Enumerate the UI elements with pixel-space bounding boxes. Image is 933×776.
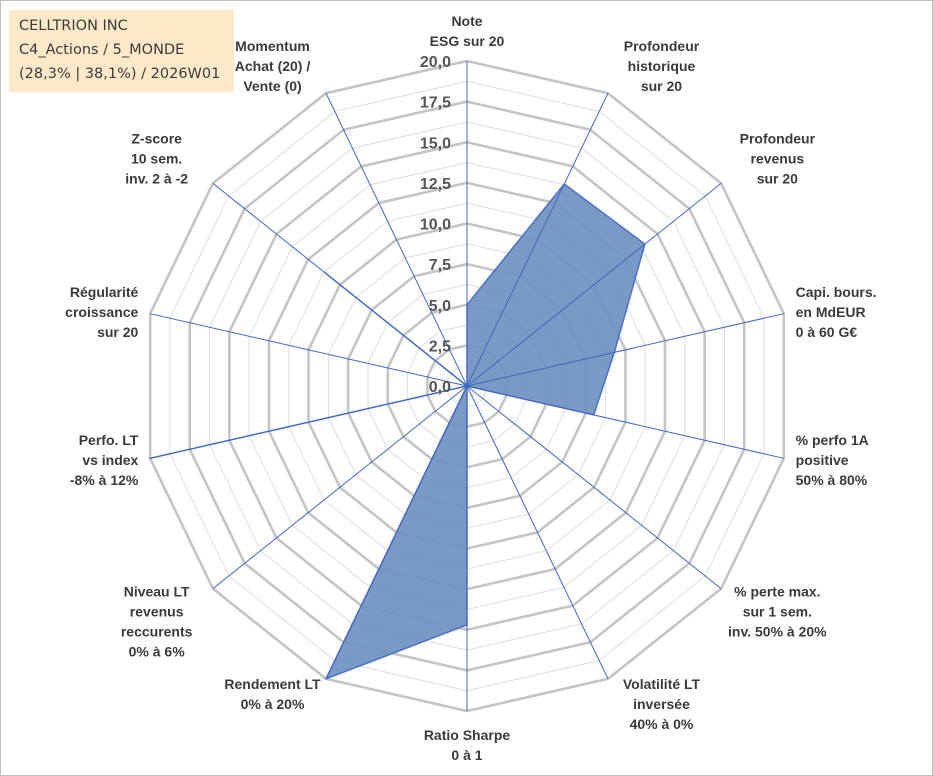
axis-label: Vente (0) [243, 78, 301, 94]
axis-label-group: Perfo. LT vs index -8% à 12% [70, 432, 139, 488]
radar-spoke [325, 385, 468, 680]
tick-label: 10,0 [420, 217, 451, 234]
axis-label: % perte max. [734, 584, 820, 600]
tick-label: 7,5 [429, 257, 451, 274]
axis-label: 10 sem. [131, 150, 182, 166]
radar-series [149, 183, 646, 680]
axis-label: % perfo 1A [796, 432, 869, 448]
axis-label: Ratio Sharpe [424, 727, 511, 743]
axis-label-group: Régularité croissance sur 20 [65, 284, 138, 340]
radar-spoke [466, 313, 784, 387]
portfolio-name: C4_Actions / 5_MONDE [19, 42, 185, 58]
radar-spoke [466, 182, 722, 387]
axis-label-group: % perte max. sur 1 sem. inv. 50% à 20% [728, 584, 827, 640]
axis-label: revenus [130, 604, 184, 620]
axis-label: historique [628, 58, 696, 74]
radar-spoke [325, 92, 468, 387]
tick-label: 0,0 [429, 379, 451, 396]
radar-spoke [466, 385, 722, 590]
axis-label: Capi. bours. [796, 284, 877, 300]
axis-label: ESG sur 20 [430, 33, 505, 49]
axis-label-group: Note ESG sur 20 [430, 13, 505, 49]
axis-label: 0% à 6% [129, 644, 186, 660]
axis-label: positive [796, 452, 849, 468]
axis-label: 0% à 20% [241, 696, 305, 712]
axis-label-group: % perfo 1A positive 50% à 80% [796, 432, 869, 488]
axis-label-group: Momentum Achat (20) / Vente (0) [235, 38, 311, 94]
axis-label: Volatilité LT [623, 676, 701, 692]
axis-label: Achat (20) / [235, 58, 311, 74]
radar-spoke [212, 182, 468, 387]
axis-label: Perfo. LT [79, 432, 139, 448]
axis-label-group: Volatilité LT inversée 40% à 0% [623, 676, 701, 732]
axis-label: sur 20 [757, 170, 798, 186]
axis-label-group: Rendement LT 0% à 20% [224, 676, 321, 712]
axis-label-group: Profondeur revenus sur 20 [740, 130, 816, 186]
performance-week: (28,3% | 38,1%) / 2026W01 [19, 66, 221, 82]
axis-label: revenus [750, 150, 804, 166]
axis-label-group: Capi. bours. en MdEUR 0 à 60 G€ [796, 284, 877, 340]
radar-tick-labels: 0,0 2,5 5,0 7,5 10,0 12,5 15,0 17,5 20,0 [420, 54, 451, 396]
tick-label: 20,0 [420, 54, 451, 71]
axis-label: -8% à 12% [70, 472, 139, 488]
tick-label: 5,0 [429, 298, 451, 315]
radar-spoke [466, 385, 609, 680]
axis-label: sur 1 sem. [743, 604, 812, 620]
axis-label: Rendement LT [224, 676, 321, 692]
radar-spoke [466, 385, 784, 459]
radar-spoke [150, 385, 468, 459]
tick-label: 15,0 [420, 135, 451, 152]
radar-spokes [150, 61, 784, 711]
axis-label: Profondeur [624, 38, 700, 54]
tick-label: 17,5 [420, 95, 451, 112]
axis-label: inv. 2 à -2 [125, 170, 188, 186]
axis-label: sur 20 [97, 324, 138, 340]
axis-label: Note [451, 13, 482, 29]
axis-label: reccurents [121, 624, 193, 640]
radar-spoke [212, 385, 468, 590]
axis-label: vs index [82, 452, 138, 468]
axis-label: croissance [65, 304, 138, 320]
radar-spoke [466, 92, 609, 387]
axis-label: 0 à 60 G€ [796, 324, 858, 340]
tick-label: 12,5 [420, 176, 451, 193]
axis-label: 50% à 80% [796, 472, 868, 488]
data-series-area [149, 183, 646, 680]
axis-label: 0 à 1 [451, 747, 482, 763]
axis-label: Profondeur [740, 130, 816, 146]
axis-label: 40% à 0% [630, 716, 694, 732]
axis-label-group: Z-score 10 sem. inv. 2 à -2 [125, 130, 188, 186]
axis-label-group: Niveau LT revenus reccurents 0% à 6% [121, 584, 193, 660]
axis-label: inv. 50% à 20% [728, 624, 827, 640]
axis-label: sur 20 [641, 78, 682, 94]
axis-label: Régularité [70, 284, 139, 300]
radar-axis-labels: Note ESG sur 20 Profondeur historique sur 20… [65, 13, 876, 763]
axis-label-group: Profondeur historique sur 20 [624, 38, 700, 94]
tick-label: 2,5 [429, 338, 451, 355]
axis-label: Niveau LT [124, 584, 190, 600]
radar-spoke [150, 313, 468, 387]
axis-label: en MdEUR [796, 304, 866, 320]
chart-title-box: CELLTRION INC C4_Actions / 5_MONDE (28,3… [9, 10, 234, 92]
axis-label-group: Ratio Sharpe 0 à 1 [424, 727, 511, 763]
axis-label: Momentum [235, 38, 310, 54]
axis-label: Z-score [131, 130, 182, 146]
company-name: CELLTRION INC [19, 18, 128, 34]
axis-label: inversée [633, 696, 690, 712]
